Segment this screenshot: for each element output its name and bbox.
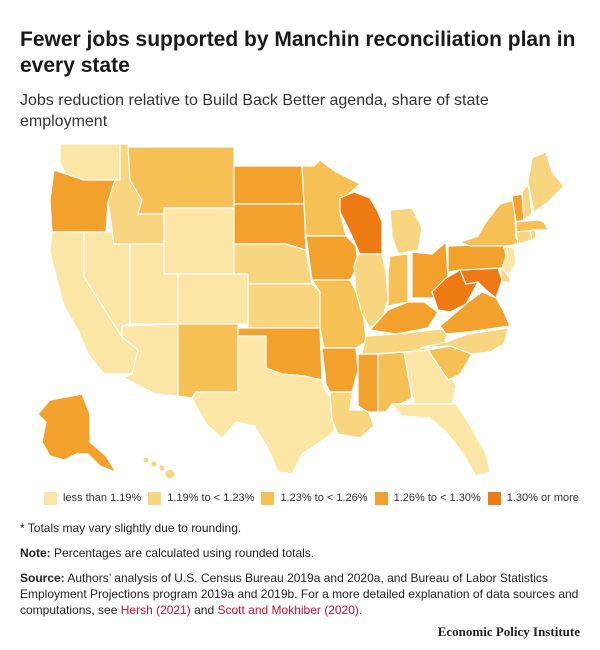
legend-label-3: 1.26% to < 1.30% [393,492,481,504]
note-text: Percentages are calculated using rounded… [54,546,315,560]
legend-label-1: 1.19% to < 1.23% [167,492,255,504]
state-MD [459,267,503,299]
state-WY [163,207,235,275]
brand-logo: Economic Policy Institute [437,624,580,639]
state-NC [419,327,509,355]
state-WI [339,191,383,255]
state-MS [357,353,379,413]
state-PA [447,243,509,273]
state-MA [515,219,549,233]
state-NJ [501,245,517,277]
legend-swatch-4 [487,491,501,505]
state-KS [247,283,321,329]
notes-section: * Totals may vary slightly due to roundi… [20,520,585,627]
state-MO [311,279,367,349]
hersh-link[interactable]: Hersh (2021) [120,603,191,617]
map-legend: less than 1.19% 1.19% to < 1.23% 1.23% to … [44,490,586,506]
source-text: Authors’ analysis of U.S. Census Bureau … [20,571,579,617]
state-MI [389,207,423,255]
state-VA [439,291,511,335]
state-TX [191,335,335,475]
state-HI [142,456,176,480]
source-and: and [194,603,215,617]
legend-swatch-1 [148,491,162,505]
state-CO [177,273,249,325]
state-FL [391,403,491,477]
chart-title: Fewer jobs supported by Manchin reconcil… [20,28,576,77]
note: Note: Percentages are calculated using r… [20,545,585,561]
legend-label-4: 1.30% or more [506,492,579,504]
state-ND [233,165,305,205]
state-LA [329,391,375,439]
legend-swatch-2 [261,491,275,505]
state-NH [521,183,533,221]
scott-mokhiber-link[interactable]: Scott and Mokhiber (2020) [217,603,359,617]
state-NM [177,323,239,399]
note-label: Note: [20,546,51,560]
state-MT [127,146,235,215]
source-label: Source: [20,571,65,585]
state-NY [459,199,523,247]
state-SD [233,203,307,251]
footnote: * Totals may vary slightly due to roundi… [20,521,242,535]
state-AR [321,347,359,393]
state-IA [305,235,359,281]
legend-swatch-3 [374,491,388,505]
us-state-map [37,143,565,480]
state-AK [37,393,117,473]
source-end: . [358,603,363,617]
legend-swatch-0 [44,491,57,505]
source: Source: Authors’ analysis of U.S. Census… [20,570,585,618]
state-IN [387,253,409,307]
legend-label-2: 1.23% to < 1.26% [280,492,368,504]
legend-item-4: 1.30% or more [487,491,579,505]
legend-item-2: 1.23% to < 1.26% [261,491,368,505]
state-ME [527,151,565,213]
legend-item-3: 1.26% to < 1.30% [374,491,481,505]
legend-item-1: 1.19% to < 1.23% [148,491,255,505]
state-OR [49,169,116,233]
legend-label-0: less than 1.19% [63,492,142,504]
legend-item-0: less than 1.19% [44,491,142,505]
chart-subtitle: Jobs reduction relative to Build Back Be… [20,92,489,130]
